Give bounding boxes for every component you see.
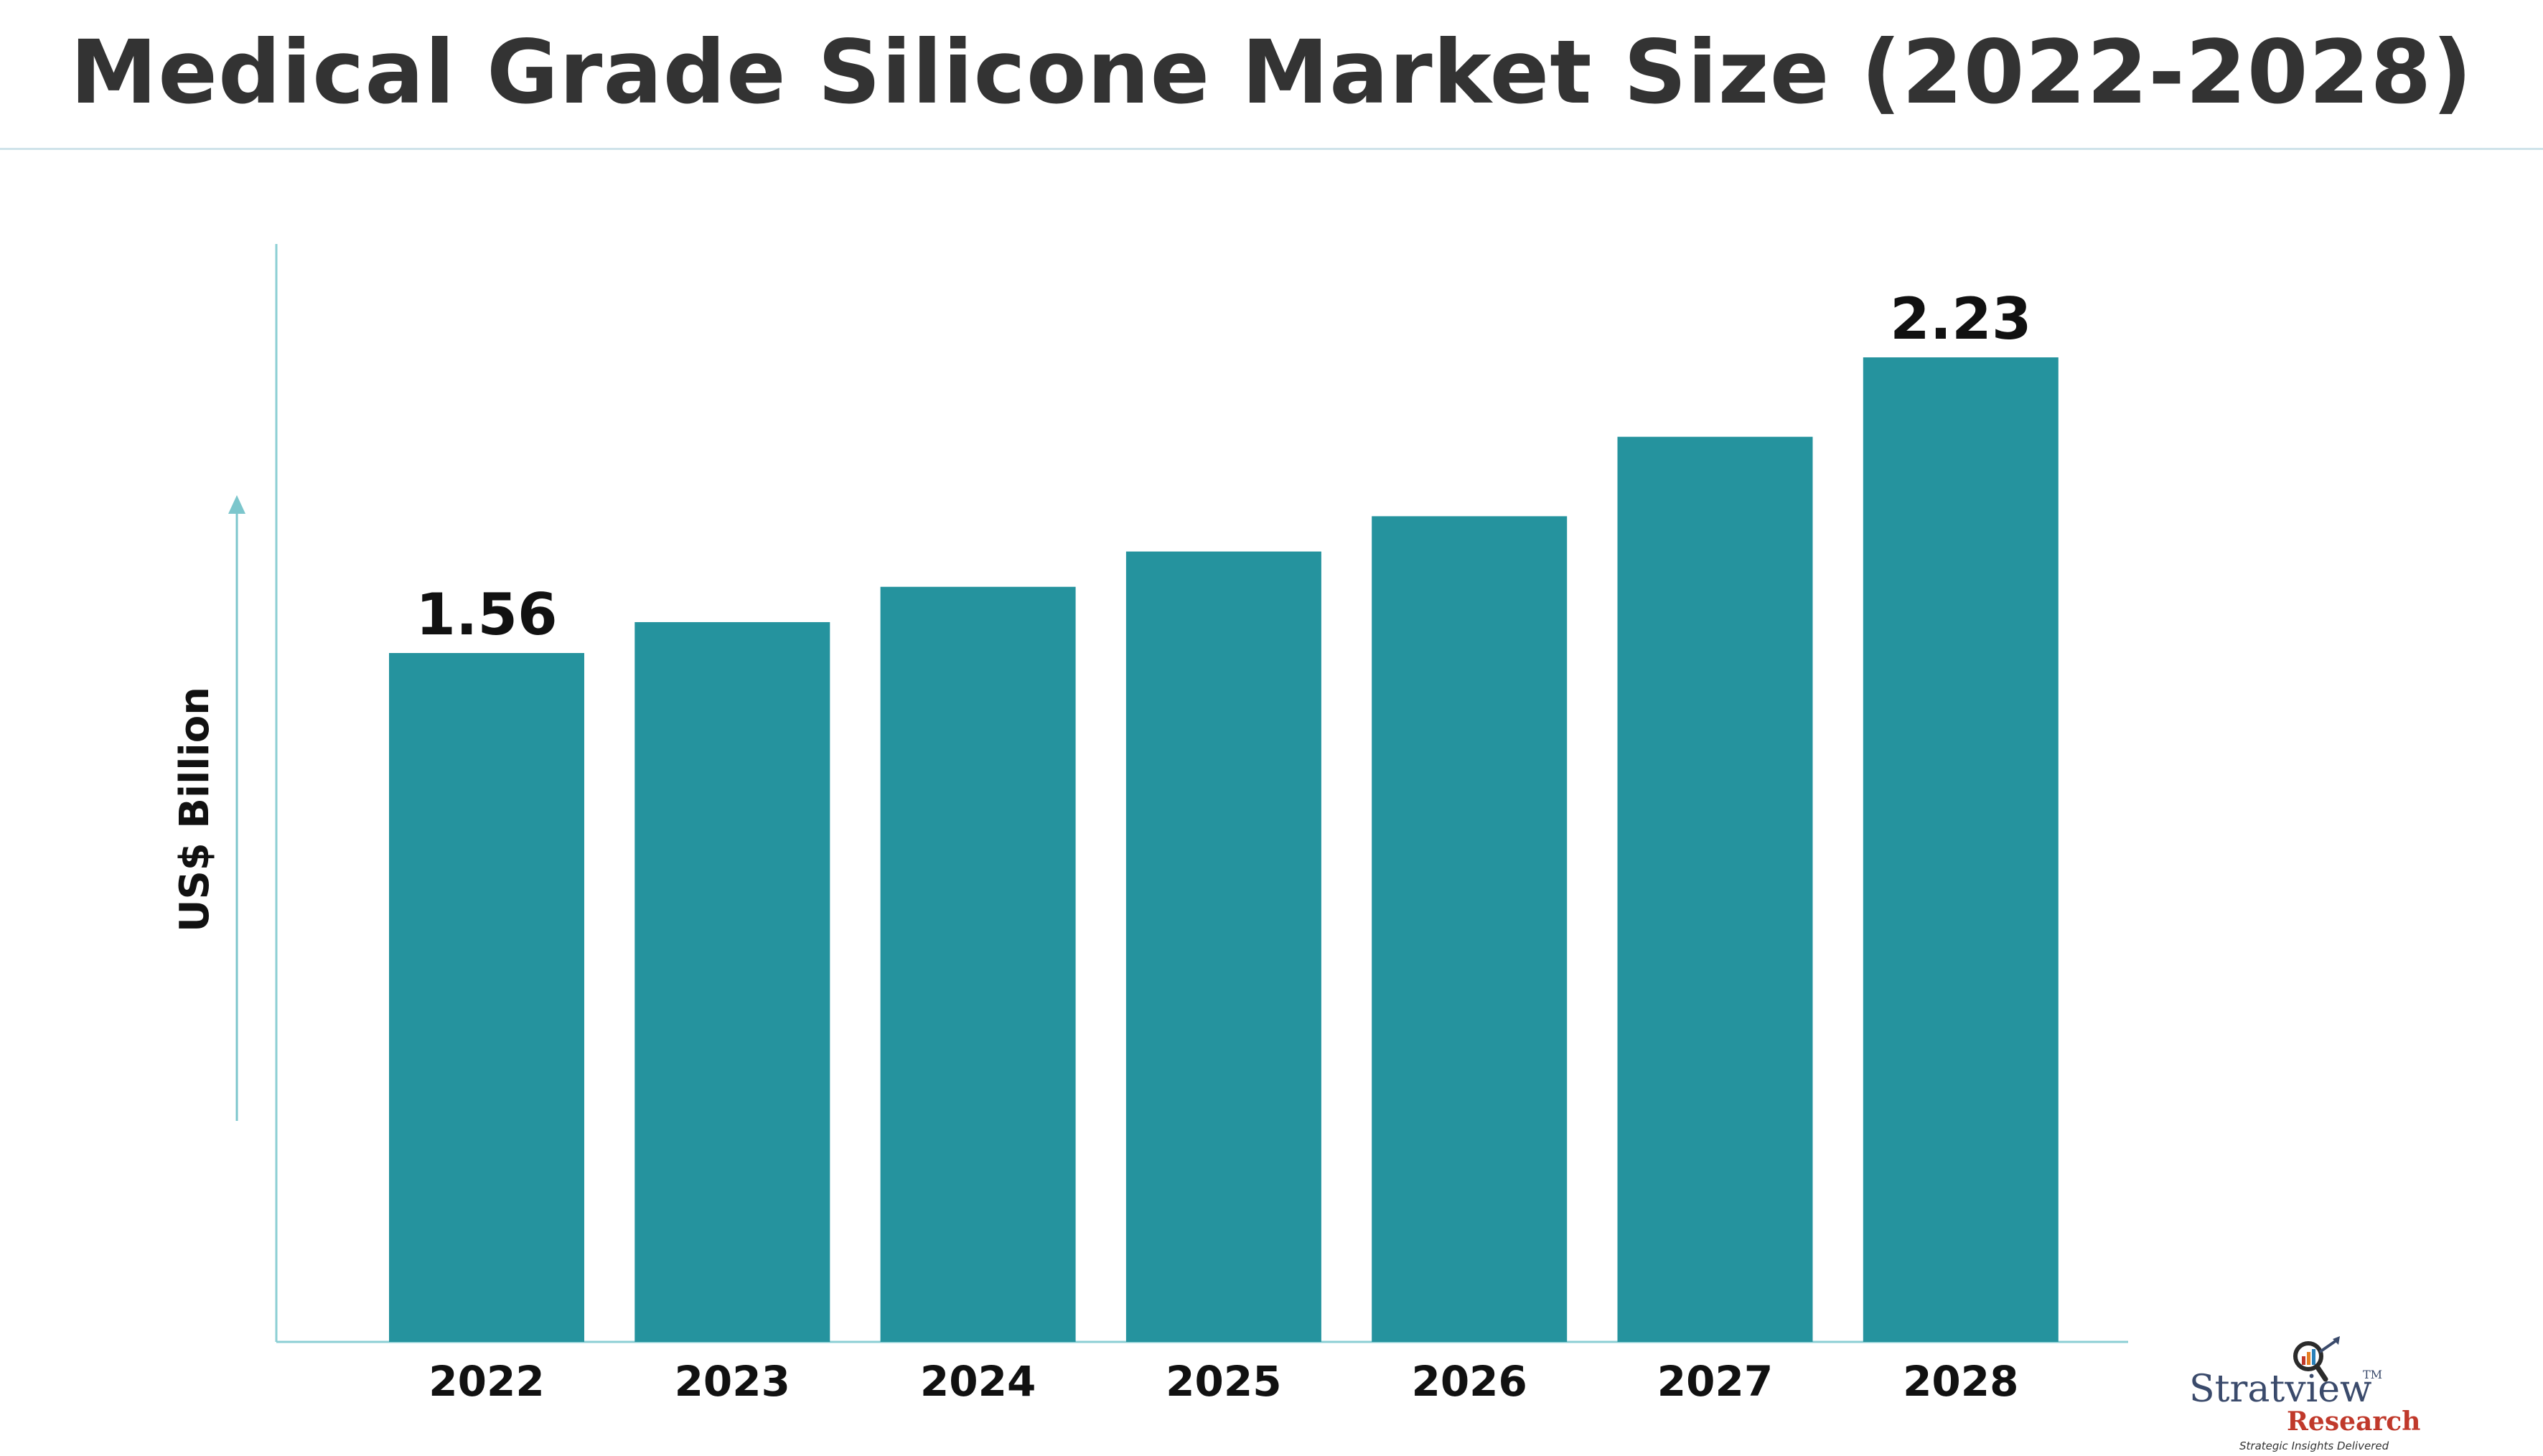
- bar-2028: [1863, 357, 2059, 1342]
- bar-2026: [1372, 516, 1568, 1343]
- x-tick-label-2028: 2028: [1903, 1357, 2018, 1406]
- x-tick-label-2023: 2023: [675, 1357, 790, 1406]
- data-label-2028: 2.23: [1890, 286, 2031, 352]
- logo-brand-first: Stratview: [2189, 1368, 2372, 1411]
- magnifier-growth-icon: [2293, 1336, 2340, 1382]
- title-divider: [0, 148, 2543, 150]
- bar-2027: [1617, 436, 1813, 1343]
- bar-2024: [880, 586, 1076, 1342]
- page-title: Medical Grade Silicone Market Size (2022…: [70, 22, 2473, 123]
- data-label-2022: 1.56: [416, 581, 557, 648]
- logo-trademark: TM: [2363, 1368, 2383, 1381]
- bar-2023: [634, 621, 830, 1342]
- y-axis-label: US$ Billion: [172, 687, 218, 932]
- x-tick-label-2027: 2027: [1657, 1357, 1773, 1406]
- y-axis-arrow-head: [228, 495, 245, 514]
- logo-tagline: Strategic Insights Delivered: [2239, 1439, 2389, 1452]
- bar-2022: [389, 653, 584, 1342]
- stratview-logo: Stratview TM Research Strategic Insights…: [2182, 1335, 2426, 1452]
- x-tick-label-2026: 2026: [1411, 1357, 1527, 1406]
- bar-2025: [1125, 551, 1321, 1342]
- x-tick-label-2024: 2024: [920, 1357, 1036, 1406]
- x-tick-label-2022: 2022: [428, 1357, 544, 1406]
- x-tick-label-2025: 2025: [1166, 1357, 1281, 1406]
- logo-brand-second: Research: [2287, 1406, 2421, 1437]
